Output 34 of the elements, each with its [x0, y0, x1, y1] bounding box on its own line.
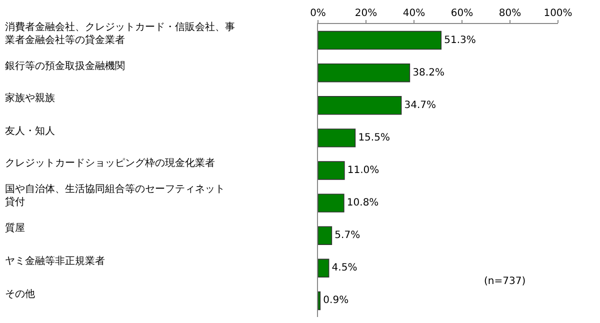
data-label: 34.7%	[404, 100, 436, 111]
y-tick-label: クレジットカードショッピング枠の現金化業者	[5, 157, 215, 169]
bar	[318, 128, 356, 148]
y-tick-label: その他	[5, 288, 35, 300]
x2-tick-label: 60%	[450, 8, 474, 19]
data-label: 15.5%	[358, 132, 390, 144]
data-label: 10.8%	[346, 198, 379, 209]
y-tick-label: 国や自治体、生活協同組合等のセーフティネット貸付	[5, 183, 225, 208]
text: (n=737)	[484, 276, 526, 287]
bar	[318, 291, 321, 310]
data-label: 51.3%	[444, 34, 476, 46]
bar	[318, 194, 344, 212]
data-label: 5.7%	[334, 230, 360, 242]
data-label: 4.5%	[332, 262, 358, 274]
data-label: 38.2%	[412, 67, 444, 78]
y-tick-label: ヤミ金融等非正規業者	[5, 255, 105, 267]
data-label: 0.9%	[323, 295, 349, 306]
x2-tick-label: 20%	[354, 8, 378, 19]
x2-tick-label: 100%	[544, 8, 572, 19]
bar	[318, 30, 442, 50]
bar	[318, 161, 345, 180]
bar	[318, 96, 402, 115]
y-tick-label: 家族や親族	[5, 92, 55, 104]
bar	[318, 258, 330, 278]
y-tick-label: 友人・知人	[5, 125, 55, 137]
bar	[318, 63, 410, 82]
y-tick-label: 銀行等の預金取扱金融機関	[5, 60, 125, 72]
bar	[318, 226, 332, 245]
x2-tick-label: 0%	[310, 8, 326, 19]
x2-tick-label: 40%	[402, 8, 426, 19]
y-tick-label: 質屋	[5, 222, 25, 234]
data-label: 11.0%	[347, 165, 380, 176]
x2-tick-label: 80%	[498, 8, 522, 19]
y-tick-label: 消費者金融会社、クレジットカード・信販会社、事業者金融会社等の貸金業者	[5, 21, 235, 46]
